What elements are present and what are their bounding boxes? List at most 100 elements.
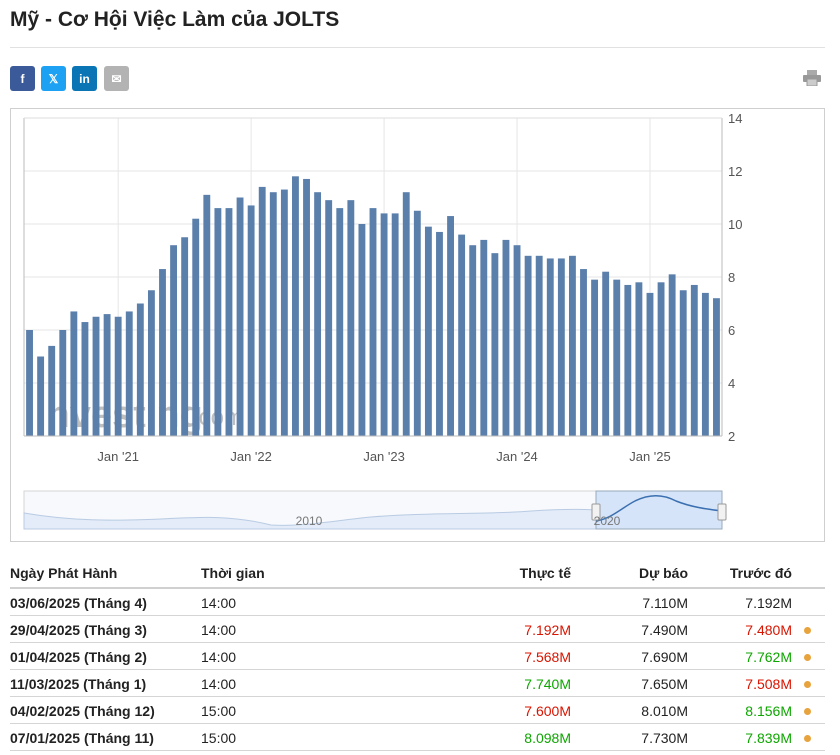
bar[interactable] xyxy=(92,316,100,436)
x-tick-label: Jan '22 xyxy=(230,449,272,464)
bar[interactable] xyxy=(247,205,255,436)
bar[interactable] xyxy=(136,303,144,437)
bar[interactable] xyxy=(535,255,543,436)
bar[interactable] xyxy=(292,176,299,437)
bar[interactable] xyxy=(413,210,421,436)
actual-value: 7.568M xyxy=(524,649,571,665)
bar[interactable] xyxy=(502,239,510,436)
table-body: 03/06/2025 (Tháng 4) 14:00 7.110M 7.192M 29/… xyxy=(10,589,825,751)
previous-value: 7.480M xyxy=(745,622,792,638)
linkedin-share-button[interactable]: in xyxy=(72,66,97,91)
bar[interactable] xyxy=(303,178,310,436)
bar[interactable] xyxy=(70,311,78,436)
bar[interactable] xyxy=(402,192,410,436)
bar[interactable] xyxy=(280,189,288,436)
actual-value: 7.192M xyxy=(524,622,571,638)
bar[interactable] xyxy=(713,298,720,436)
navigator-right-handle[interactable] xyxy=(717,503,727,521)
page-title: Mỹ - Cơ Hội Việc Làm của JOLTS xyxy=(10,8,340,31)
table-row: 07/01/2025 (Tháng 11) 15:00 8.098M 7.730M 7.… xyxy=(10,724,825,751)
bar[interactable] xyxy=(391,213,399,436)
bar[interactable] xyxy=(236,197,244,437)
preliminary-dot-icon[interactable] xyxy=(804,654,811,661)
bar[interactable] xyxy=(646,292,654,436)
bar[interactable] xyxy=(447,216,454,436)
header-previous[interactable]: Trước đó xyxy=(729,565,792,581)
header-actual[interactable]: Thực tế xyxy=(519,565,571,581)
bar[interactable] xyxy=(48,345,56,436)
bar[interactable] xyxy=(690,284,698,436)
header-time[interactable]: Thời gian xyxy=(201,565,265,581)
facebook-share-button[interactable]: f xyxy=(10,66,35,91)
bar[interactable] xyxy=(147,290,155,436)
bar[interactable] xyxy=(37,356,45,437)
bar[interactable] xyxy=(613,279,621,436)
bar[interactable] xyxy=(103,314,111,436)
y-tick-label: 8 xyxy=(728,270,735,285)
bar[interactable] xyxy=(214,208,222,436)
preliminary-dot-icon[interactable] xyxy=(804,735,811,742)
bar[interactable] xyxy=(580,269,587,436)
previous-value: 7.192M xyxy=(745,595,792,611)
release-date: 11/03/2025 (Tháng 1) xyxy=(10,676,147,692)
bar[interactable] xyxy=(369,208,377,436)
bar[interactable] xyxy=(469,245,477,436)
linkedin-icon: in xyxy=(79,71,90,86)
bar[interactable] xyxy=(568,255,576,436)
y-tick-label: 14 xyxy=(728,111,742,126)
email-share-button[interactable]: ✉ xyxy=(104,66,129,91)
bar[interactable] xyxy=(602,271,610,436)
bar[interactable] xyxy=(325,200,333,436)
bar[interactable] xyxy=(225,208,233,436)
bar[interactable] xyxy=(269,192,277,436)
bar[interactable] xyxy=(192,218,200,436)
bar[interactable] xyxy=(170,245,178,436)
release-history-table: Ngày Phát Hành Thời gian Thực tế Dự báo … xyxy=(10,557,825,751)
header-forecast[interactable]: Dự báo xyxy=(638,565,688,581)
bar[interactable] xyxy=(159,269,166,436)
release-time: 14:00 xyxy=(201,595,237,611)
preliminary-dot-icon[interactable] xyxy=(804,627,811,634)
bar[interactable] xyxy=(436,231,443,436)
bar[interactable] xyxy=(203,194,211,436)
bar[interactable] xyxy=(380,213,388,436)
navigator-left-handle[interactable] xyxy=(591,503,601,521)
preliminary-dot-icon[interactable] xyxy=(804,681,811,688)
bar[interactable] xyxy=(458,234,466,436)
bar[interactable] xyxy=(81,322,89,436)
bar[interactable] xyxy=(26,330,33,436)
bar[interactable] xyxy=(424,226,432,436)
bar[interactable] xyxy=(635,282,643,436)
bar[interactable] xyxy=(679,290,687,436)
bar[interactable] xyxy=(513,245,521,436)
x-tick-label: Jan '25 xyxy=(629,449,671,464)
forecast-value: 7.490M xyxy=(641,622,688,638)
header-release-date[interactable]: Ngày Phát Hành xyxy=(10,565,118,581)
bar[interactable] xyxy=(59,330,67,436)
twitter-share-button[interactable]: 𝕏 xyxy=(41,66,66,91)
bar[interactable] xyxy=(181,237,189,436)
x-tick-label: Jan '23 xyxy=(363,449,405,464)
bar[interactable] xyxy=(114,316,122,436)
bar[interactable] xyxy=(668,274,676,436)
preliminary-dot-icon[interactable] xyxy=(804,708,811,715)
bar[interactable] xyxy=(347,200,355,436)
bar[interactable] xyxy=(491,253,499,436)
bar[interactable] xyxy=(358,224,366,436)
release-date: 04/02/2025 (Tháng 12) xyxy=(10,703,155,719)
bar[interactable] xyxy=(701,292,709,436)
previous-value: 7.762M xyxy=(745,649,792,665)
bar[interactable] xyxy=(336,208,344,436)
bar[interactable] xyxy=(314,192,322,436)
bar[interactable] xyxy=(258,186,266,436)
bar[interactable] xyxy=(480,239,488,436)
bar[interactable] xyxy=(125,311,133,436)
bar[interactable] xyxy=(524,255,532,436)
bar[interactable] xyxy=(591,279,599,436)
bar[interactable] xyxy=(546,258,554,436)
bar[interactable] xyxy=(557,258,565,436)
bar[interactable] xyxy=(657,282,665,436)
bar[interactable] xyxy=(624,284,632,436)
print-icon[interactable] xyxy=(803,70,821,86)
